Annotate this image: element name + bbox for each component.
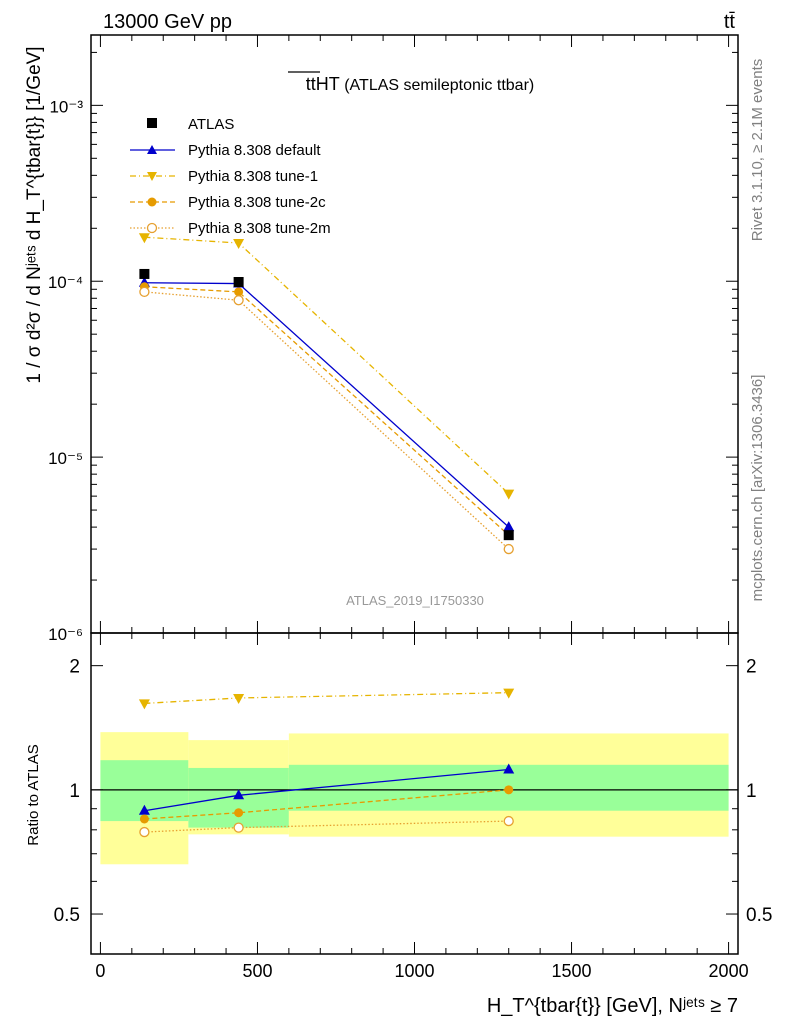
series-point-main-tune2c (234, 287, 244, 297)
y-tick-label-ratio-right: 1 (746, 781, 757, 802)
x-tick-label: 1000 (394, 961, 434, 981)
plot-title: ttHT (ATLAS semileptonic ttbar) (306, 74, 534, 94)
legend-tune2m-label: Pythia 8.308 tune-2m (188, 220, 331, 237)
series-point-ratio-tune2c (234, 808, 244, 818)
y-tick-label-ratio-left: 2 (69, 657, 80, 678)
legend-tune2c-label: Pythia 8.308 tune-2c (188, 194, 326, 211)
ratio-bands (91, 732, 738, 865)
series-point-main-tune2m (503, 543, 514, 555)
series-point-ratio-default (138, 804, 150, 815)
header-process-label: tt̄ (724, 11, 736, 33)
series-point-ratio-tune2c (504, 785, 514, 795)
series-markers (138, 233, 515, 838)
series-point-main-tune1 (503, 489, 515, 500)
legend-default-label: Pythia 8.308 default (188, 142, 321, 159)
series-point-ratio-tune1 (138, 699, 150, 710)
y-tick-label-main: 10⁻³ (49, 97, 83, 116)
series-point-ratio-default (503, 763, 515, 774)
series-point-ratio-default (233, 789, 245, 800)
data-point-atlas (233, 277, 244, 288)
y-tick-label-ratio-left: 1 (69, 781, 80, 802)
series-point-main-tune1 (233, 238, 245, 249)
series-line-main-tune1 (144, 236, 510, 495)
legend: ATLAS Pythia 8.308 default Pythia 8.308 … (130, 116, 331, 237)
series-point-ratio-tune2m (503, 815, 514, 827)
legend-tune1-label: Pythia 8.308 tune-1 (188, 168, 318, 185)
series-point-ratio-tune2c (139, 814, 149, 824)
main-y-axis-label: 1 / σ d²σ / d Nʲᵉᵗˢ d H_T^{tbar{t}} [1/G… (24, 46, 45, 383)
legend-tune2m-marker (146, 222, 158, 234)
y-tick-label-ratio-right: 2 (746, 657, 757, 678)
series-point-ratio-tune2m (233, 822, 244, 833)
series-line-main-tune2c (144, 286, 510, 536)
series-line-ratio-tune2c (144, 789, 509, 820)
x-tick-label: 0 (95, 961, 105, 981)
series-point-main-tune1 (138, 233, 150, 244)
x-tick-label: 1500 (552, 961, 592, 981)
axis-ticks: 0 500 1000 1500 2000 10⁻⁶ 10⁻⁵ 10⁻⁴ 10⁻³ 0.5 0.5 1 1… (48, 35, 772, 981)
y-tick-label-main: 10⁻⁶ (48, 625, 83, 644)
plot-title-main: ttHT (306, 74, 340, 94)
y-tick-label-ratio-left: 0.5 (54, 905, 80, 926)
plot-title-sub: (ATLAS semileptonic ttbar) (340, 77, 534, 94)
legend-tune2c-marker (147, 197, 157, 207)
series-line-main-default (144, 282, 510, 528)
mcplots-label: mcplots.cern.ch [arXiv:1306.3436] (749, 375, 766, 602)
series-line-ratio-tune2m (144, 820, 509, 833)
ratio-y-axis-label: Ratio to ATLAS (25, 744, 42, 845)
legend-default-marker (147, 145, 157, 154)
series-point-main-default (503, 521, 515, 532)
y-tick-label-main: 10⁻⁴ (48, 273, 83, 292)
series-point-ratio-tune1 (503, 688, 515, 699)
y-tick-label-ratio-right: 0.5 (746, 905, 772, 926)
y-tick-label-main: 10⁻⁵ (48, 449, 83, 468)
series-line-main-tune2m (144, 291, 510, 550)
legend-atlas-label: ATLAS (188, 116, 234, 133)
x-tick-label: 500 (242, 961, 272, 981)
rivet-version-label: Rivet 3.1.10, ≥ 2.1M events (749, 59, 766, 242)
data-point-atlas (503, 530, 514, 541)
x-tick-label: 2000 (709, 961, 749, 981)
analysis-id-label: ATLAS_2019_I1750330 (346, 593, 484, 608)
series-point-main-tune2m (233, 295, 244, 306)
header-energy-label: 13000 GeV pp (103, 11, 232, 33)
data-point-atlas (139, 268, 150, 279)
x-axis-label: H_T^{tbar{t}} [GeV], Nʲᵉᵗˢ ≥ 7 (487, 995, 738, 1017)
series-point-ratio-tune1 (233, 693, 245, 704)
series-line-ratio-tune1 (144, 692, 509, 705)
legend-tune1-marker (147, 172, 157, 181)
series-point-ratio-tune2m (139, 826, 150, 838)
series-point-main-tune2m (139, 286, 150, 298)
legend-atlas-marker (147, 118, 157, 128)
